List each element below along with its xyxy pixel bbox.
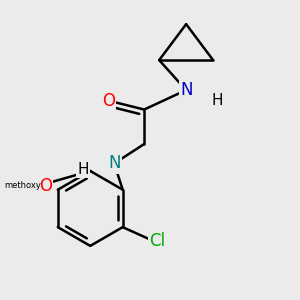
- Text: N: N: [180, 81, 192, 99]
- Text: methoxy: methoxy: [4, 182, 41, 190]
- Text: O: O: [102, 92, 115, 110]
- Text: N: N: [108, 154, 121, 172]
- Text: H: H: [77, 162, 88, 177]
- Text: H: H: [212, 93, 223, 108]
- Text: O: O: [39, 177, 52, 195]
- Text: Cl: Cl: [149, 232, 165, 250]
